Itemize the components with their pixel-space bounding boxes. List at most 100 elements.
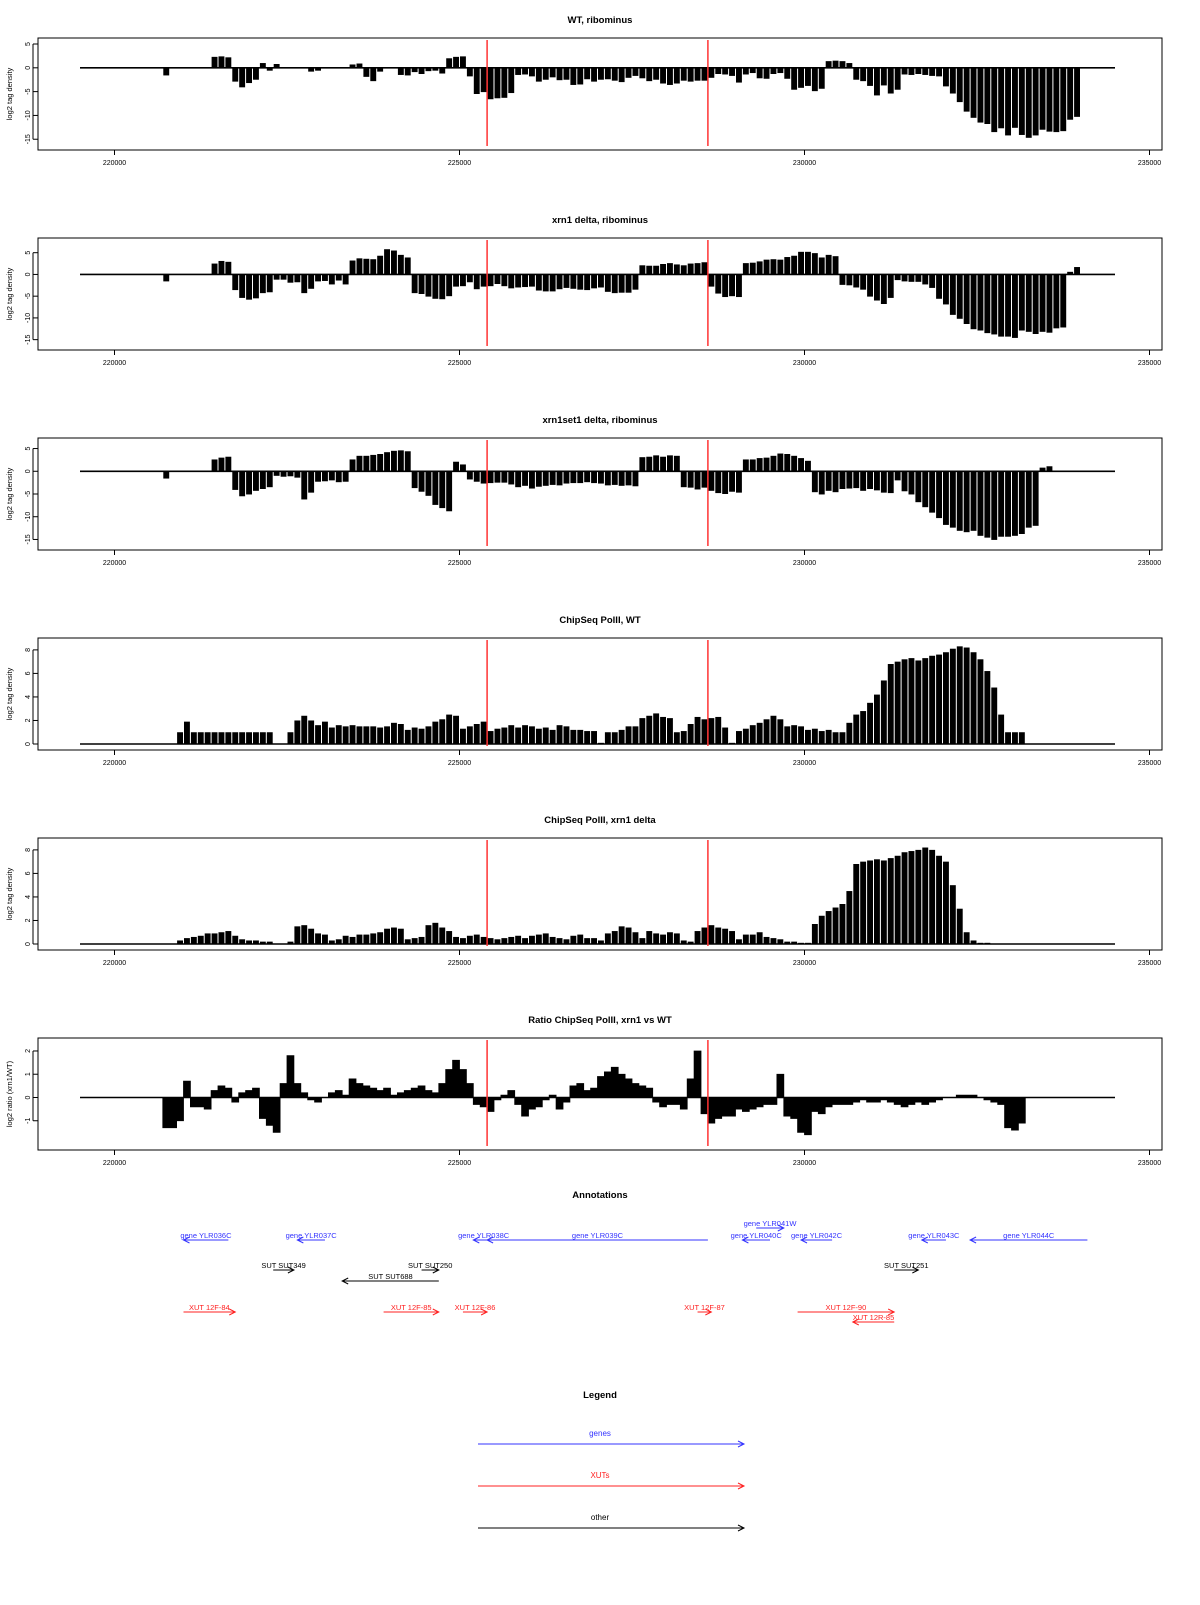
data-bar: [687, 67, 694, 82]
data-bar: [239, 67, 246, 88]
data-bar: [722, 727, 729, 744]
data-bar: [163, 67, 170, 76]
xut-arrow-arrowhead: [705, 1308, 713, 1316]
legend-item-arrowhead: [737, 1482, 746, 1490]
data-bar: [460, 938, 466, 944]
x-tick-label: 220000: [103, 760, 126, 767]
data-bar: [480, 471, 487, 484]
data-bar: [494, 274, 501, 284]
data-bar: [853, 864, 860, 944]
data-bar: [846, 471, 853, 489]
data-bar: [515, 274, 522, 288]
data-bar: [839, 732, 846, 744]
data-bar: [949, 67, 956, 94]
data-bar: [618, 274, 625, 293]
data-bar: [922, 471, 929, 508]
x-tick-label: 235000: [1138, 160, 1161, 167]
data-bar: [701, 67, 708, 81]
data-bar: [729, 471, 735, 492]
data-bar: [453, 56, 459, 68]
xut-arrow-arrowhead: [851, 1318, 860, 1326]
data-bar: [1012, 67, 1018, 128]
data-bar: [439, 927, 446, 944]
data-bar: [259, 941, 266, 944]
data-bar: [584, 471, 591, 483]
data-bar: [280, 274, 287, 280]
data-bar: [335, 725, 342, 744]
chart-panel-xrn1set1-ribominus: xrn1set1 delta, ribominus 5 0 -5 -10 -15 log2 …: [5, 415, 1163, 567]
data-bar: [287, 941, 294, 944]
data-bar: [949, 274, 956, 315]
data-bar: [266, 732, 273, 744]
data-bar: [397, 254, 404, 275]
data-bar: [874, 694, 880, 744]
x-axis: 220000 225000 230000 235000: [103, 750, 1161, 767]
legend: Legend genes XUTs other: [478, 1390, 746, 1532]
data-bar: [287, 274, 294, 283]
data-bar: [943, 861, 949, 944]
data-bar: [846, 63, 853, 68]
data-bar: [1018, 732, 1025, 744]
data-bar: [535, 728, 542, 744]
x-tick-label: 220000: [103, 560, 126, 567]
data-bar: [232, 274, 239, 291]
data-series: [80, 1050, 1115, 1136]
data-bar: [625, 471, 632, 486]
data-bar: [446, 274, 453, 297]
data-bar: [991, 274, 998, 335]
y-axis-label: log2 tag density: [5, 467, 14, 520]
y-tick-label: -15: [25, 534, 32, 544]
data-bar: [232, 67, 239, 82]
data-bar: [1032, 274, 1039, 334]
data-bar: [646, 715, 653, 744]
legend-item-arrowhead: [737, 1440, 746, 1448]
x-tick-label: 235000: [1138, 360, 1161, 367]
data-bar: [867, 860, 873, 944]
data-bar: [956, 274, 963, 319]
gene-arrow-label: gene YLR044C: [1003, 1231, 1055, 1240]
data-bar: [922, 274, 929, 285]
data-bar: [763, 67, 770, 79]
y-tick-label: 2: [25, 918, 32, 922]
xut-arrow-label: XUT 12F-86: [455, 1303, 496, 1312]
data-bar: [397, 928, 404, 944]
y-tick-label: 0: [25, 1095, 32, 1099]
data-bar: [791, 725, 798, 744]
data-bar: [756, 67, 763, 79]
data-bar: [680, 940, 687, 944]
data-bar: [273, 64, 280, 68]
data-bar: [266, 67, 273, 71]
data-bar: [701, 262, 708, 275]
data-bar: [625, 67, 632, 78]
data-bar: [501, 727, 508, 744]
data-bar: [232, 471, 239, 490]
chart-panel-chipseq-wt: ChipSeq PolII, WT 0 2 4 6 8 log2 tag density 22…: [5, 615, 1163, 767]
gene-arrow-arrowhead: [799, 1236, 808, 1244]
data-bar: [639, 938, 646, 944]
data-bar: [418, 67, 425, 74]
data-bar: [542, 471, 549, 486]
data-bar: [487, 938, 494, 944]
data-bar: [749, 725, 756, 744]
data-bar: [487, 471, 494, 484]
gene-arrow-label: gene YLR040C: [731, 1231, 783, 1240]
data-bar: [701, 719, 708, 744]
data-bar: [570, 935, 577, 944]
data-bar: [542, 67, 549, 80]
data-bar: [404, 939, 411, 944]
data-bar: [591, 938, 597, 944]
data-bar: [480, 721, 487, 744]
data-bar: [729, 67, 735, 76]
data-bar: [653, 933, 660, 944]
data-bar: [322, 471, 328, 482]
data-bar: [1005, 274, 1011, 337]
data-bar: [770, 259, 777, 275]
data-bar: [694, 471, 701, 490]
data-bar: [328, 274, 335, 285]
data-bar: [397, 67, 404, 75]
data-bar: [363, 726, 370, 744]
data-bar: [736, 731, 742, 744]
data-bar: [970, 940, 977, 944]
data-bar: [756, 458, 763, 472]
